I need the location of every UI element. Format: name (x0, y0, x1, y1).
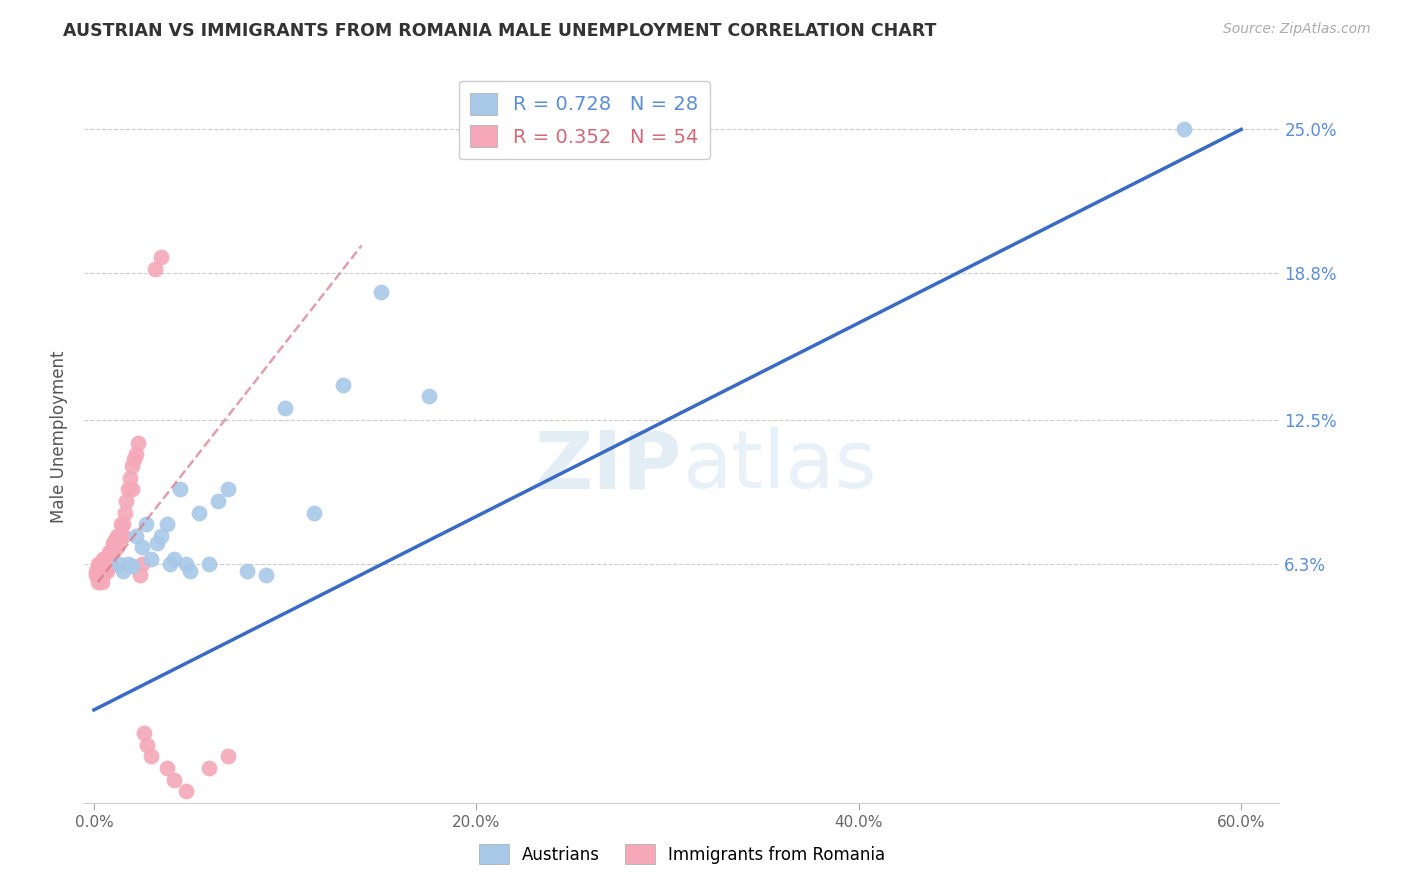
Point (418, 389, 440, 403)
Point (155, 517, 177, 532)
Point (107, 557, 129, 571)
Point (370, 285, 392, 299)
Point (131, 557, 153, 571)
Point (332, 377, 354, 392)
Point (110, 529, 132, 543)
Point (174, 784, 197, 798)
Text: atlas: atlas (682, 427, 876, 506)
Legend: R = 0.728   N = 28, R = 0.352   N = 54: R = 0.728 N = 28, R = 0.352 N = 54 (458, 81, 710, 159)
Point (197, 557, 219, 571)
Point (94, 557, 117, 571)
Point (84, 568, 107, 582)
Point (111, 529, 134, 543)
Point (127, 436, 149, 450)
Point (197, 761, 219, 775)
Text: Source: ZipAtlas.com: Source: ZipAtlas.com (1223, 22, 1371, 37)
Point (100, 557, 122, 571)
Point (179, 564, 201, 578)
Point (121, 483, 143, 497)
Point (1173, 122, 1195, 136)
Point (131, 541, 153, 555)
Point (141, 552, 163, 566)
Point (125, 448, 148, 462)
Point (96, 557, 118, 571)
Point (94, 552, 117, 566)
Point (121, 459, 143, 474)
Point (128, 568, 150, 582)
Point (120, 471, 142, 485)
Legend: Austrians, Immigrants from Romania: Austrians, Immigrants from Romania (472, 838, 891, 871)
Point (87, 564, 110, 578)
Point (93, 564, 115, 578)
Point (98, 545, 121, 559)
Point (146, 535, 169, 549)
Point (90, 575, 112, 590)
Point (98, 552, 121, 566)
Point (93, 552, 115, 566)
Point (217, 483, 239, 497)
Point (302, 506, 325, 520)
Point (89, 557, 111, 571)
Point (149, 529, 172, 543)
Point (217, 749, 239, 764)
Point (84, 564, 107, 578)
Point (143, 261, 166, 276)
Point (163, 772, 186, 787)
Point (101, 541, 124, 555)
Point (114, 506, 136, 520)
Point (188, 506, 211, 520)
Point (174, 557, 197, 571)
Point (149, 250, 172, 264)
Point (132, 726, 155, 740)
Point (159, 557, 181, 571)
Point (111, 517, 134, 532)
Point (163, 552, 186, 566)
Point (117, 557, 139, 571)
Text: ZIP: ZIP (534, 427, 682, 506)
Point (169, 483, 191, 497)
Point (254, 568, 277, 582)
Point (107, 529, 129, 543)
Point (155, 761, 177, 775)
Point (87, 575, 110, 590)
Point (125, 529, 148, 543)
Point (111, 564, 134, 578)
Point (104, 533, 127, 548)
Point (117, 483, 139, 497)
Point (94, 564, 117, 578)
Point (110, 517, 132, 532)
Point (101, 545, 124, 559)
Point (115, 494, 138, 508)
Point (136, 738, 159, 752)
Point (87, 557, 110, 571)
Point (207, 494, 229, 508)
Point (121, 558, 143, 573)
Text: AUSTRIAN VS IMMIGRANTS FROM ROMANIA MALE UNEMPLOYMENT CORRELATION CHART: AUSTRIAN VS IMMIGRANTS FROM ROMANIA MALE… (63, 22, 936, 40)
Point (93, 568, 115, 582)
Point (100, 545, 122, 559)
Y-axis label: Male Unemployment: Male Unemployment (51, 351, 69, 524)
Point (96, 564, 118, 578)
Point (135, 517, 157, 532)
Point (89, 568, 111, 582)
Point (122, 452, 145, 467)
Point (105, 541, 128, 555)
Point (105, 529, 128, 543)
Point (98, 557, 121, 571)
Point (141, 749, 163, 764)
Point (236, 564, 259, 578)
Point (101, 535, 124, 549)
Point (274, 401, 297, 415)
Point (90, 564, 112, 578)
